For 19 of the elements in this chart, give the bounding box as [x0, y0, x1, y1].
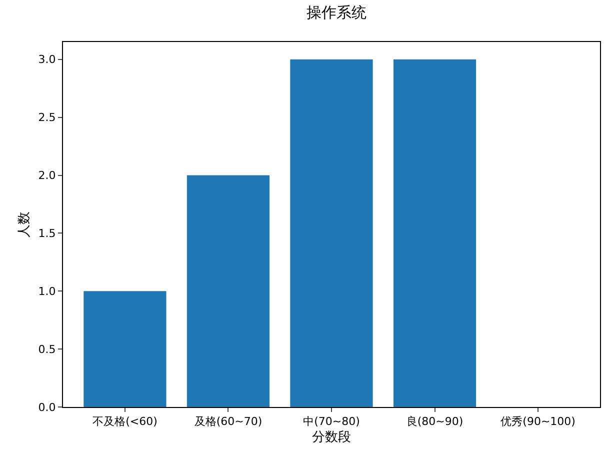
x-tick-label: 优秀(90~100) [500, 415, 576, 428]
y-axis-title: 人数 [17, 212, 32, 238]
bar [393, 59, 476, 407]
y-tick-label: 2.0 [38, 169, 56, 182]
y-tick-label: 1.5 [38, 227, 56, 240]
bar [84, 291, 166, 407]
y-tick-label: 3.0 [38, 53, 56, 66]
x-tick-label: 良(80~90) [406, 415, 464, 428]
y-tick-label: 0.0 [38, 400, 56, 414]
x-axis-title: 分数段 [312, 430, 351, 445]
y-tick-label: 2.5 [38, 111, 56, 124]
y-tick-label: 0.5 [38, 342, 56, 356]
bar [186, 175, 270, 407]
x-tick-label: 不及格(<60) [92, 415, 158, 428]
x-tick-label: 及格(60~70) [194, 415, 262, 428]
chart-title: 操作系统 [306, 3, 367, 22]
bar [290, 59, 373, 407]
y-tick-label: 1.0 [38, 284, 56, 298]
x-tick-label: 中(70~80) [303, 415, 360, 428]
